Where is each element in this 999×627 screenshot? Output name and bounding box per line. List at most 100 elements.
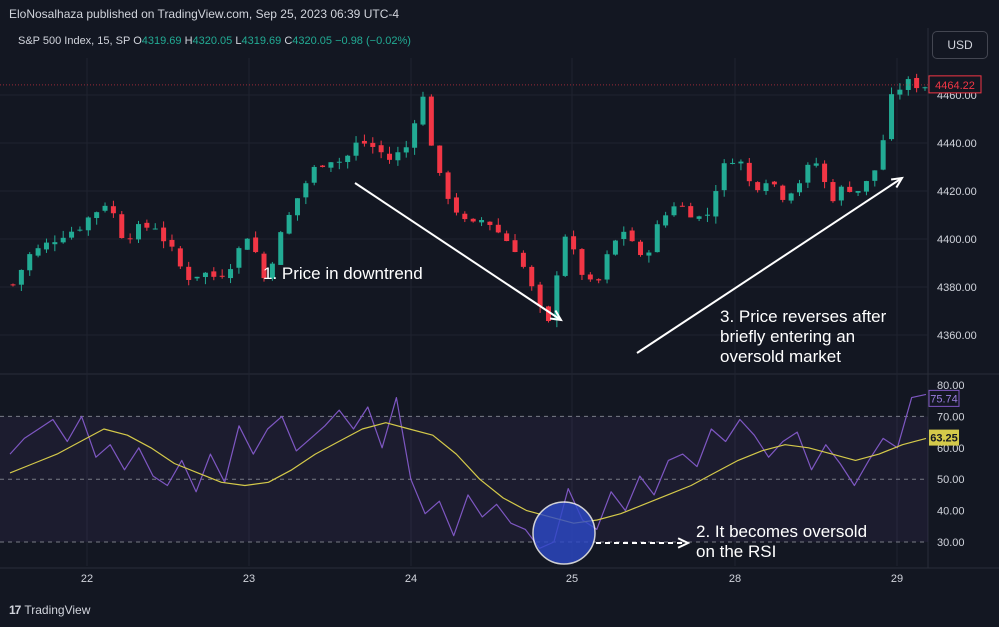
candle: [110, 200, 116, 218]
candle: [60, 230, 66, 244]
candle-body: [838, 186, 844, 201]
candle: [830, 179, 836, 203]
candle: [746, 157, 752, 187]
candle-body: [194, 276, 200, 279]
low-value: 4319.69: [241, 35, 282, 47]
candle: [679, 202, 685, 207]
candle-body: [587, 274, 593, 280]
price-tick-label: 4380.00: [937, 282, 977, 294]
candle-body: [370, 142, 376, 147]
candle: [470, 218, 476, 223]
symbol-name: S&P 500 Index, 15, SP: [18, 35, 131, 47]
candle: [596, 278, 602, 284]
annotation-reversal-line2: briefly entering an: [720, 327, 855, 346]
footer-bar: [0, 595, 999, 627]
candle: [144, 219, 150, 231]
candle-body: [378, 145, 384, 153]
candle: [587, 272, 593, 282]
open-label: O: [133, 35, 142, 47]
candle-body: [294, 198, 300, 216]
candle: [27, 252, 33, 276]
candle-body: [905, 79, 911, 90]
candle-body: [85, 217, 91, 231]
candle-body: [646, 252, 652, 256]
candle: [537, 281, 543, 313]
candle-body: [236, 248, 242, 268]
candle-body: [27, 254, 33, 271]
candle-body: [152, 228, 158, 230]
candle-body: [612, 240, 618, 255]
candle-body: [738, 161, 744, 164]
candle: [905, 76, 911, 96]
candle: [663, 211, 669, 228]
candle-body: [320, 165, 326, 167]
candle-body: [604, 254, 610, 280]
candle: [796, 179, 802, 197]
candle-body: [219, 275, 225, 277]
candle: [127, 233, 133, 244]
candle: [805, 162, 811, 188]
rsi-tick-label: 50.00: [937, 474, 965, 486]
last-price-tag: [928, 75, 982, 94]
annotation-reversal-line3: oversold market: [720, 347, 841, 366]
candle-body: [169, 239, 175, 247]
candle-body: [127, 238, 133, 240]
candle: [311, 165, 317, 186]
top-bar: EloNosalhaza published on TradingView.co…: [0, 0, 999, 28]
x-tick-label: 29: [891, 573, 903, 585]
close-label: C: [284, 35, 293, 47]
price-tick-label: 4440.00: [937, 138, 977, 150]
candle: [855, 190, 861, 196]
currency-button[interactable]: USD: [932, 31, 988, 59]
high-value: 4320.05: [192, 35, 233, 47]
candle: [520, 250, 526, 269]
candle-body: [10, 284, 16, 286]
candle: [43, 238, 49, 253]
rsi-value-tag: [928, 389, 960, 407]
candle: [763, 179, 769, 195]
candle-body: [872, 170, 878, 181]
candle: [345, 154, 351, 169]
candle: [738, 159, 744, 171]
x-tick-label: 28: [729, 573, 741, 585]
candle: [94, 211, 100, 225]
candle: [545, 305, 551, 323]
rsi-value-label: 75.74: [930, 393, 958, 405]
candle: [730, 158, 736, 165]
candle-body: [336, 161, 342, 163]
candle: [654, 220, 660, 253]
candle-body: [387, 153, 393, 160]
candle-body: [479, 220, 485, 223]
candle: [721, 159, 727, 197]
candle-body: [771, 181, 777, 185]
candle-body: [914, 77, 920, 89]
candle: [361, 134, 367, 147]
candle-body: [453, 197, 459, 213]
candle-body: [629, 230, 635, 242]
candle-body: [437, 145, 443, 173]
candle-body: [830, 182, 836, 202]
oversold-arrow-head: [677, 537, 691, 549]
candle-body: [654, 224, 660, 253]
candle-body: [696, 216, 702, 219]
candle-body: [353, 142, 359, 156]
candle-body: [596, 279, 602, 281]
candle: [169, 234, 175, 252]
candle: [395, 146, 401, 166]
candle-body: [713, 191, 719, 217]
reversal-arrow-head: [890, 176, 904, 188]
candle: [278, 230, 284, 265]
candle: [579, 248, 585, 280]
candle: [880, 134, 886, 171]
candle-body: [529, 266, 535, 287]
candle: [336, 157, 342, 170]
candle: [186, 261, 192, 286]
open-value: 4319.69: [141, 35, 182, 47]
candle-body: [35, 248, 41, 256]
candle: [437, 145, 443, 176]
symbol-legend: S&P 500 Index, 15, SP O4319.69 H4320.05 …: [18, 35, 411, 47]
candle: [244, 238, 250, 250]
candle: [253, 231, 259, 254]
candle-body: [462, 213, 468, 220]
